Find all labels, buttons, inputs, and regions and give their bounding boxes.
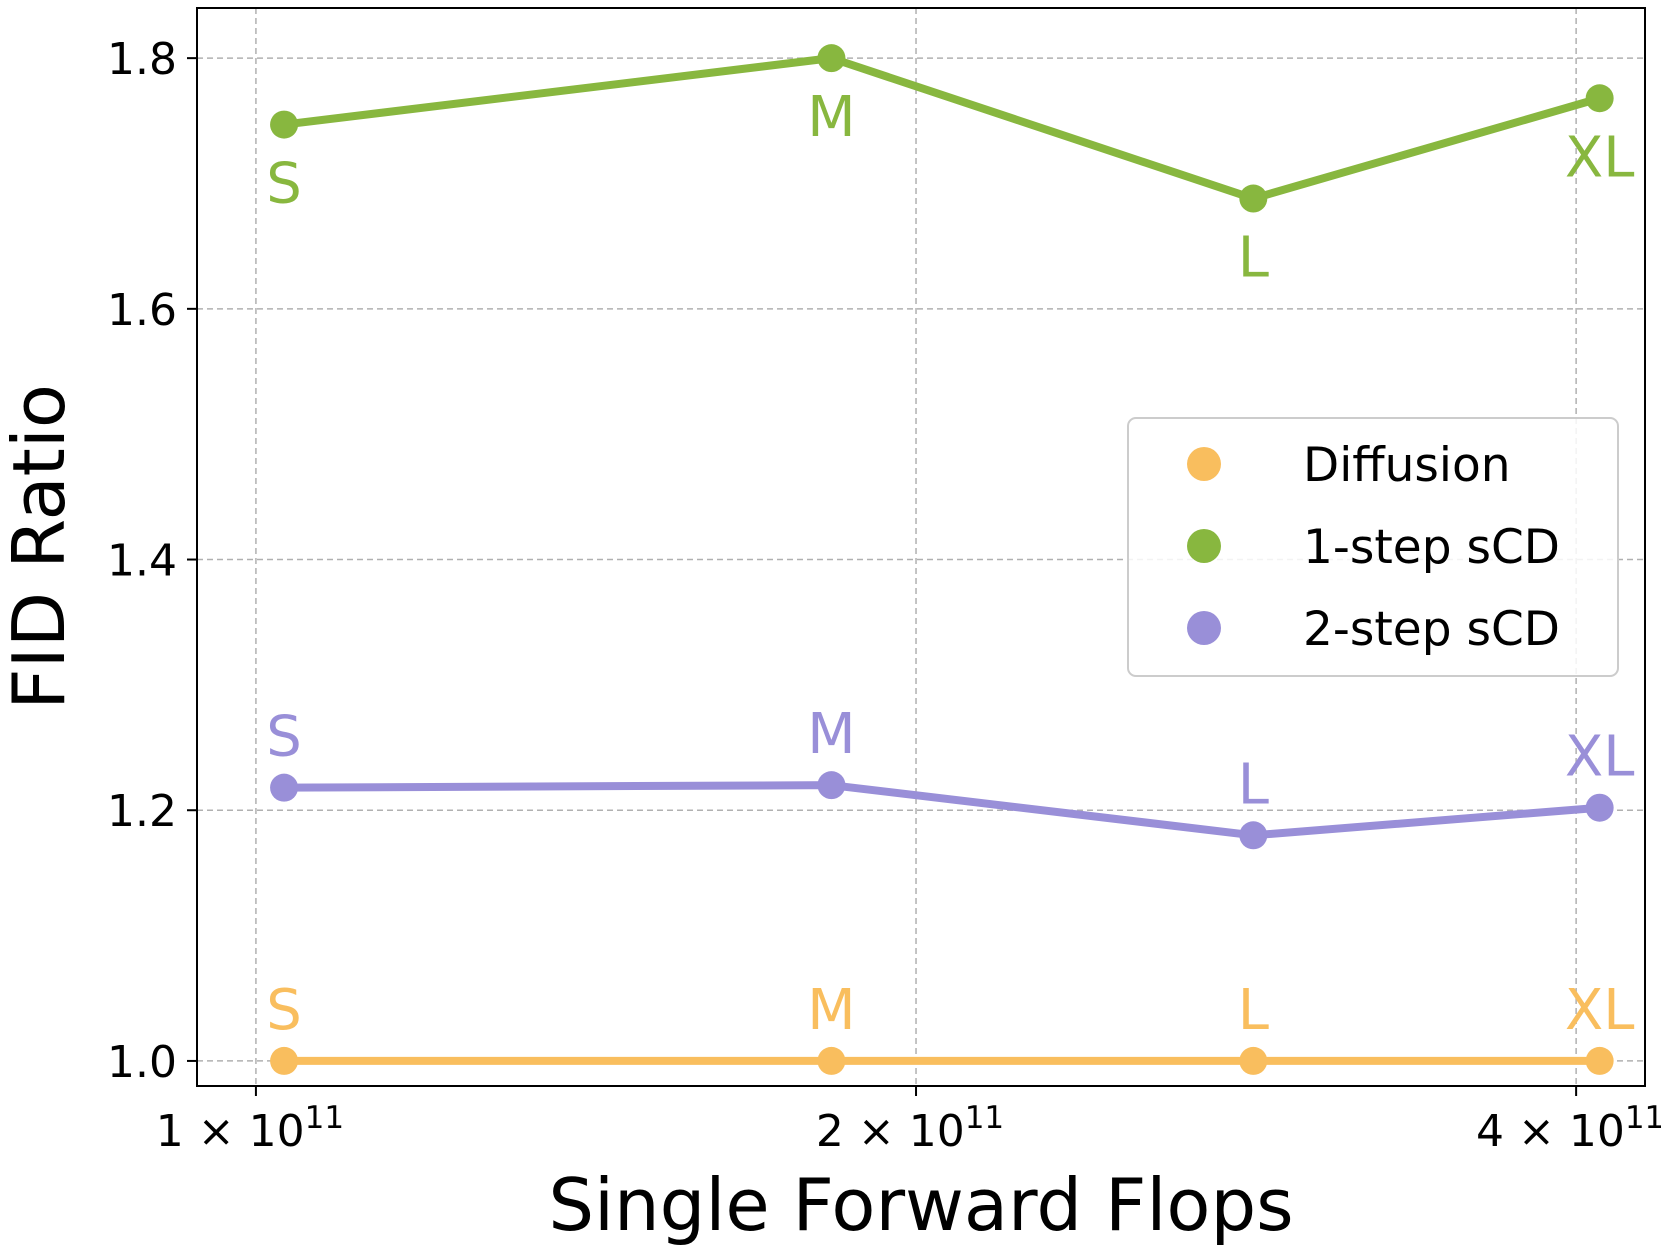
x-tick-label: 2 × 1011: [816, 1100, 1004, 1157]
series-1-step-scd: [270, 44, 1614, 213]
data-point: [1585, 1046, 1614, 1075]
y-tick-label: 1.4: [107, 536, 177, 587]
data-point: [270, 1046, 299, 1075]
point-label: L: [1238, 752, 1269, 817]
data-point: [817, 1046, 846, 1075]
data-point: [817, 771, 846, 800]
point-label: XL: [1565, 125, 1635, 190]
y-tick-label: 1.2: [107, 786, 177, 837]
y-axis-title: FID Ratio: [0, 384, 81, 710]
point-label: M: [807, 978, 855, 1043]
point-label: M: [807, 702, 855, 767]
point-label: S: [266, 978, 302, 1043]
data-point: [1239, 1046, 1268, 1075]
series-2-step-scd: [270, 771, 1614, 850]
series-line: [283, 54, 1601, 203]
x-tick-label: 1 × 1011: [156, 1100, 344, 1157]
y-axis-ticks: 1.0 1.2 1.4 1.6 1.8: [107, 34, 197, 1088]
point-labels-group: S M L XL S M L XL S M L XL: [266, 85, 1634, 1043]
point-label: S: [266, 705, 302, 770]
point-label: L: [1238, 226, 1269, 291]
series-line: [284, 781, 1600, 840]
point-label: M: [807, 85, 855, 150]
series-diffusion: [270, 1046, 1614, 1075]
data-point: [1585, 84, 1614, 113]
data-point: [1585, 793, 1614, 822]
point-label: XL: [1565, 978, 1635, 1043]
y-tick-label: 1.6: [107, 285, 177, 336]
point-label: XL: [1565, 725, 1635, 790]
data-point: [270, 773, 299, 802]
x-tick-label: 4 × 1011: [1476, 1100, 1661, 1157]
data-point: [1239, 184, 1268, 213]
y-tick-label: 1.0: [107, 1037, 177, 1088]
legend-marker: [1187, 611, 1221, 645]
data-point: [270, 110, 299, 139]
x-axis-title: Single Forward Flops: [548, 1163, 1293, 1247]
legend-label: Diffusion: [1303, 438, 1511, 493]
y-tick-label: 1.8: [107, 34, 177, 85]
legend-frame: [1127, 417, 1619, 677]
x-axis-ticks: 1 × 1011 2 × 1011 4 × 1011: [156, 1086, 1661, 1157]
data-point: [817, 44, 846, 73]
data-point: [1239, 821, 1268, 850]
point-label: S: [266, 152, 302, 217]
legend-label: 1-step sCD: [1303, 520, 1560, 575]
legend-label: 2-step sCD: [1303, 602, 1560, 657]
plot-frame: [196, 7, 1646, 1087]
series-group: [270, 44, 1614, 1075]
legend: Diffusion 1-step sCD 2-step sCD: [1127, 417, 1619, 677]
legend-marker: [1187, 447, 1221, 481]
legend-marker: [1187, 529, 1221, 563]
point-label: L: [1238, 978, 1269, 1043]
